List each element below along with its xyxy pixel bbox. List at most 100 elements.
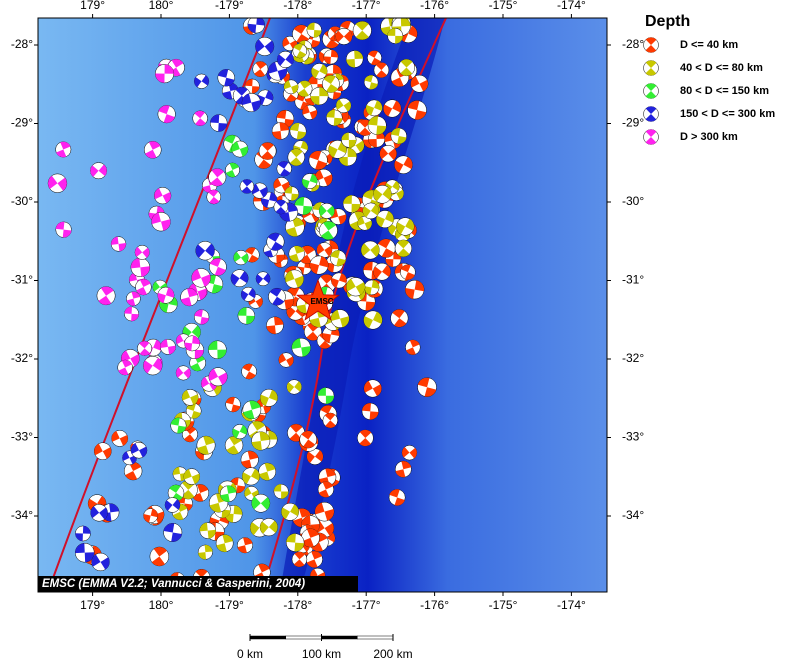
beachball-quadrant xyxy=(299,245,315,264)
beachball-quadrant xyxy=(317,387,335,404)
beachball-quadrant xyxy=(251,496,270,510)
beachball-quadrant xyxy=(218,69,235,87)
beachball-quadrant xyxy=(208,189,220,205)
beachball-quadrant xyxy=(183,469,200,485)
beachball-quadrant xyxy=(376,211,394,228)
legend-label: 40 < D <= 80 km xyxy=(680,62,763,74)
beachball-quadrant xyxy=(94,443,112,459)
beachball-quadrant xyxy=(90,506,108,520)
beachball-quadrant xyxy=(366,100,383,116)
beachball-quadrant xyxy=(301,515,320,534)
beachball-quadrant xyxy=(126,291,141,306)
beachball-quadrant xyxy=(400,264,415,280)
beachball-quadrant xyxy=(255,39,274,54)
beachball-quadrant xyxy=(319,468,336,486)
beachball-quadrant xyxy=(273,178,290,193)
scale-label: 200 km xyxy=(373,647,412,659)
beachball-quadrant xyxy=(289,148,303,166)
beachball-quadrant xyxy=(231,141,249,157)
beachball-quadrant xyxy=(397,239,410,257)
beachball-quadrant xyxy=(336,99,351,112)
beachball-quadrant xyxy=(359,429,372,447)
beachball-quadrant xyxy=(176,367,191,379)
beachball-quadrant xyxy=(390,128,407,144)
beachball-quadrant xyxy=(260,520,278,534)
beachball-quadrant xyxy=(278,161,291,177)
beachball-quadrant xyxy=(232,425,247,439)
lat-label: -30° xyxy=(622,194,644,208)
beachball-quadrant xyxy=(362,204,379,218)
beachball-quadrant xyxy=(111,236,126,252)
beachball-quadrant xyxy=(210,114,228,132)
beachball-quadrant xyxy=(256,273,271,285)
beachball-quadrant xyxy=(341,132,357,148)
beachball-quadrant xyxy=(209,258,226,276)
beachball-quadrant xyxy=(289,245,305,262)
beachball-quadrant xyxy=(191,269,211,287)
beachball-quadrant xyxy=(301,528,319,548)
beachball-quadrant xyxy=(338,148,357,166)
beachball-quadrant xyxy=(387,28,403,44)
lon-label: 179° xyxy=(80,0,105,12)
beachball-quadrant xyxy=(125,462,142,480)
beachball-quadrant xyxy=(251,183,268,198)
beachball-quadrant xyxy=(230,271,249,286)
beachball-quadrant xyxy=(323,75,339,93)
plate-boundary xyxy=(47,18,271,592)
beachball-quadrant xyxy=(194,309,209,325)
beachball-quadrant xyxy=(247,18,265,33)
beachball-quadrant xyxy=(241,288,256,301)
beachball-quadrant xyxy=(131,443,148,458)
beachball-quadrant xyxy=(355,21,369,40)
beachball-quadrant xyxy=(331,309,350,328)
beachball-quadrant xyxy=(225,397,241,412)
beachball-quadrant xyxy=(56,141,71,158)
beachball-quadrant xyxy=(197,436,215,455)
beachball-quadrant xyxy=(385,251,402,267)
lat-label: -33° xyxy=(11,430,33,444)
beachball-quadrant xyxy=(237,307,255,325)
legend-label: D > 300 km xyxy=(680,131,738,143)
beachball-quadrant xyxy=(315,520,334,536)
beachball-quadrant xyxy=(216,534,233,552)
beachball-quadrant xyxy=(410,75,429,92)
beachball-quadrant xyxy=(346,278,366,295)
beachball-quadrant xyxy=(310,87,329,105)
beachball-quadrant xyxy=(362,190,381,209)
beachball-quadrant xyxy=(111,431,128,446)
lon-label: -177° xyxy=(352,598,381,612)
beachball-quadrant xyxy=(281,504,299,520)
beachball-quadrant xyxy=(294,197,313,215)
lon-label: -176° xyxy=(420,0,449,12)
beachball-quadrant xyxy=(645,37,657,53)
beachball-quadrant xyxy=(331,273,347,288)
beachball-quadrant xyxy=(157,287,175,304)
lat-label: -32° xyxy=(622,351,644,365)
beachball-quadrant xyxy=(306,450,324,464)
legend-title: Depth xyxy=(645,13,690,30)
beachball-quadrant xyxy=(349,211,367,231)
beachball-quadrant xyxy=(323,49,339,65)
beachball-quadrant xyxy=(151,547,167,566)
beachball-quadrant xyxy=(402,447,417,459)
beachball-quadrant xyxy=(373,264,391,279)
beachball-quadrant xyxy=(249,421,265,440)
beachball-quadrant xyxy=(357,216,372,230)
lon-label: 180° xyxy=(149,598,174,612)
beachball-quadrant xyxy=(364,75,378,90)
scale-segment xyxy=(321,635,358,640)
beachball-quadrant xyxy=(226,436,242,455)
lat-label: -31° xyxy=(11,273,33,287)
beachball-quadrant xyxy=(293,24,309,44)
beachball-quadrant xyxy=(190,354,205,372)
beachball-quadrant xyxy=(75,543,95,563)
beachball-quadrant xyxy=(297,80,311,97)
beachball-quadrant xyxy=(222,82,239,100)
beachball-quadrant xyxy=(396,218,415,235)
beachball-quadrant xyxy=(170,417,187,434)
beachball-quadrant xyxy=(241,179,253,194)
lon-label: -178° xyxy=(283,0,312,12)
beachball-quadrant xyxy=(260,389,278,406)
scale-label: 0 km xyxy=(237,647,263,659)
